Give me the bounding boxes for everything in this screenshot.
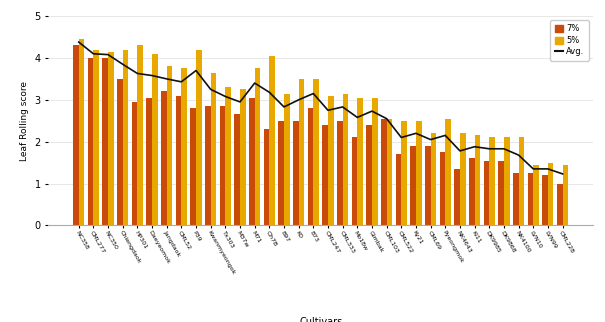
Bar: [460, 133, 465, 225]
Bar: [483, 161, 489, 225]
Bar: [299, 79, 304, 225]
Bar: [284, 94, 290, 225]
Bar: [117, 79, 123, 225]
Bar: [123, 50, 128, 225]
X-axis label: Cultivars: Cultivars: [299, 317, 342, 322]
Bar: [381, 119, 387, 225]
Bar: [533, 165, 539, 225]
Bar: [176, 96, 181, 225]
Bar: [146, 98, 152, 225]
Bar: [102, 58, 108, 225]
Bar: [225, 87, 231, 225]
Bar: [352, 137, 358, 225]
Bar: [264, 129, 269, 225]
Bar: [557, 184, 563, 225]
Bar: [513, 173, 518, 225]
Bar: [167, 66, 172, 225]
Bar: [410, 146, 416, 225]
Bar: [137, 45, 143, 225]
Bar: [240, 90, 246, 225]
Bar: [528, 173, 533, 225]
Bar: [548, 163, 554, 225]
Bar: [469, 158, 474, 225]
Bar: [358, 98, 363, 225]
Bar: [445, 119, 451, 225]
Bar: [416, 121, 422, 225]
Bar: [161, 91, 167, 225]
Bar: [454, 169, 460, 225]
Bar: [249, 98, 255, 225]
Bar: [255, 69, 260, 225]
Bar: [88, 58, 93, 225]
Bar: [293, 121, 299, 225]
Bar: [191, 108, 196, 225]
Bar: [372, 98, 378, 225]
Bar: [474, 136, 480, 225]
Bar: [337, 121, 342, 225]
Bar: [278, 121, 284, 225]
Bar: [499, 161, 504, 225]
Y-axis label: Leaf Rolling score: Leaf Rolling score: [20, 81, 29, 161]
Bar: [196, 50, 201, 225]
Bar: [563, 165, 568, 225]
Bar: [108, 52, 114, 225]
Bar: [234, 115, 240, 225]
Bar: [401, 121, 407, 225]
Bar: [73, 45, 79, 225]
Bar: [396, 154, 401, 225]
Bar: [322, 125, 328, 225]
Bar: [308, 108, 313, 225]
Bar: [220, 106, 225, 225]
Bar: [205, 106, 211, 225]
Bar: [431, 133, 436, 225]
Bar: [440, 152, 445, 225]
Bar: [542, 175, 548, 225]
Bar: [79, 39, 84, 225]
Bar: [93, 50, 99, 225]
Bar: [313, 79, 319, 225]
Bar: [489, 137, 495, 225]
Bar: [211, 73, 216, 225]
Bar: [132, 102, 137, 225]
Bar: [269, 56, 275, 225]
Bar: [152, 54, 158, 225]
Legend: 7%, 5%, Avg.: 7%, 5%, Avg.: [551, 20, 589, 61]
Bar: [182, 69, 187, 225]
Bar: [342, 94, 348, 225]
Bar: [387, 119, 392, 225]
Bar: [328, 96, 333, 225]
Bar: [425, 146, 431, 225]
Bar: [518, 137, 524, 225]
Bar: [504, 137, 509, 225]
Bar: [367, 125, 372, 225]
